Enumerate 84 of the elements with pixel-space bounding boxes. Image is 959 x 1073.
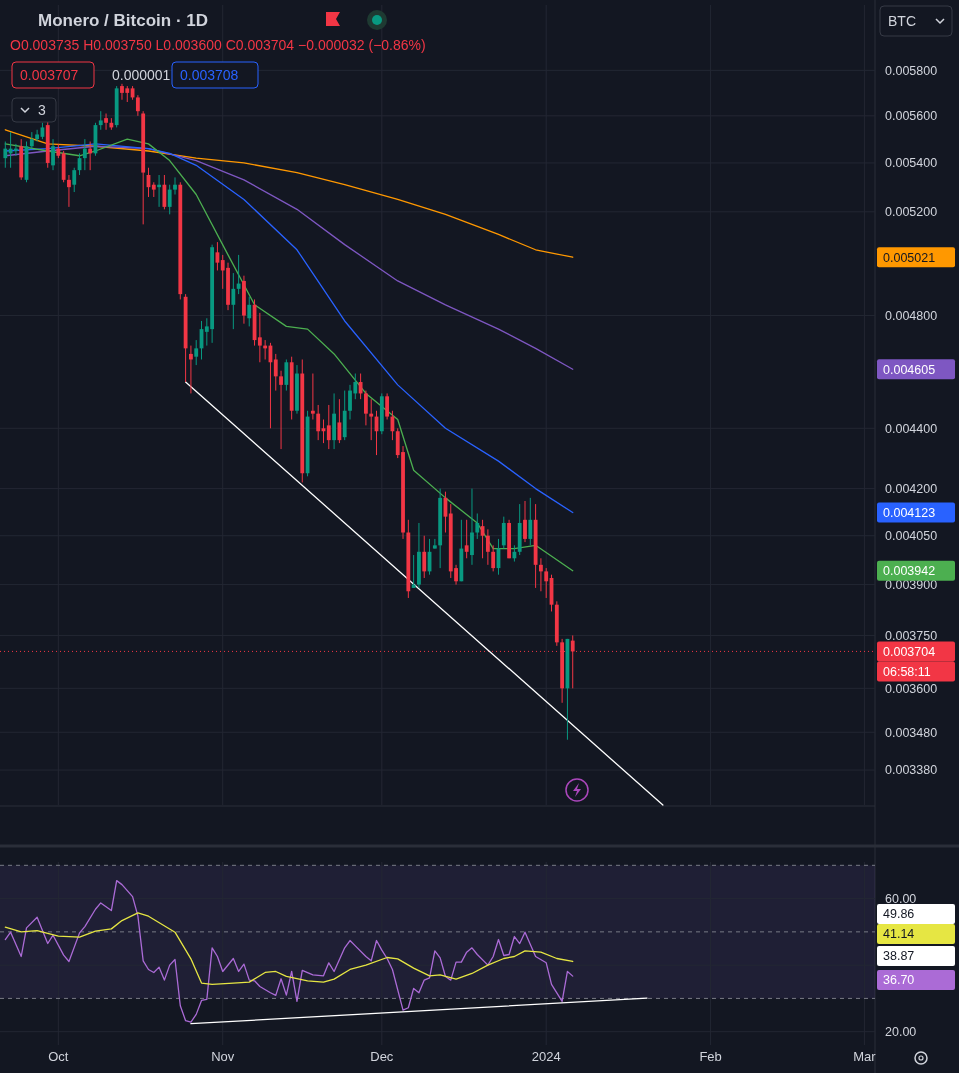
candlestick [98,110,103,131]
line-series [4,145,574,370]
candlestick [337,398,342,444]
candlestick [279,370,283,450]
x-tick-label: Oct [48,1049,69,1064]
y-tick-label: 0.004050 [885,529,938,544]
candlestick [316,404,321,441]
candlestick [173,176,177,196]
line-series [4,912,574,986]
candlestick [236,254,241,295]
candlestick [385,392,390,420]
candlestick [35,129,40,143]
text: 41.14 [883,927,915,942]
candlestick [189,345,193,394]
candlestick [273,353,278,392]
candlestick [135,94,140,117]
text: 49.86 [883,907,915,922]
candlestick [369,398,374,441]
x-tick-label: Mar [853,1049,877,1064]
y-tick-label: 0.003600 [885,681,938,696]
line-series [4,879,574,1023]
candlestick [485,528,490,566]
text: 0.004123 [883,505,936,520]
y-tick-label: 0.004400 [885,421,938,436]
candlestick [528,497,533,546]
candlestick [464,519,469,559]
text: 36.70 [883,973,915,988]
candlestick [162,174,167,210]
chart-title: Monero / Bitcoin · 1D [38,10,208,30]
candlestick [544,567,549,599]
candlestick [67,174,71,208]
candlestick [104,113,108,131]
text: 0.003942 [883,564,936,579]
x-tick-label: Feb [699,1049,722,1064]
x-tick-label: Dec [370,1049,394,1064]
annotation: 3 [38,101,46,118]
candlestick [51,138,55,171]
candlestick [475,513,480,540]
candlestick [470,488,474,566]
y-tick-label: 60.00 [885,891,917,906]
candlestick [82,138,87,171]
candlestick [167,184,172,215]
y-tick-label: 0.004800 [885,308,938,323]
y-tick-label: 0.004200 [885,481,938,496]
candlestick [523,500,527,543]
candlestick [284,358,289,392]
candlestick [364,390,368,426]
candlestick [539,557,543,592]
text: 06:58:11 [883,664,931,679]
annotation: 0.003707 [20,66,79,83]
candlestick [3,141,8,169]
y-tick-label: 0.003480 [885,725,938,740]
candlestick [310,373,315,420]
text: 0.004605 [883,362,936,377]
text: 0.005021 [883,250,936,265]
y-tick-label: 0.005800 [885,63,938,78]
candlestick [422,535,427,579]
candlestick [194,339,199,366]
text: 38.87 [883,949,915,964]
candlestick [247,296,252,327]
y-tick-label: 0.005600 [885,109,938,124]
y-tick-label: 0.003380 [885,763,938,778]
annotation: 0.000001 [112,66,171,83]
candlestick [411,554,416,589]
candlestick [358,373,363,400]
line-series [4,129,574,258]
candlestick [257,312,262,363]
x-tick-label: 2024 [531,1049,561,1064]
y-tick-label: 0.005200 [885,205,938,220]
candlestick [501,516,506,550]
text: O0.003735 H0.003750 L0.003600 C0.003704 −0.000032 (−0.86%) [10,36,426,53]
y-tick-label: 20.00 [885,1025,917,1040]
candlestick [491,544,496,572]
x-tick-label: Nov [211,1049,235,1064]
candlestick [72,167,77,193]
text: BTC [888,12,916,29]
y-tick-label: 0.005400 [885,156,938,171]
y-tick-label: 0.003900 [885,577,938,592]
annotation: 0.003708 [180,66,239,83]
candlestick [231,272,236,330]
candlestick [326,404,331,450]
ref-line-label: 0.003704 [883,644,936,659]
candlestick [570,634,575,689]
y-tick-label: 0.003750 [885,628,938,643]
